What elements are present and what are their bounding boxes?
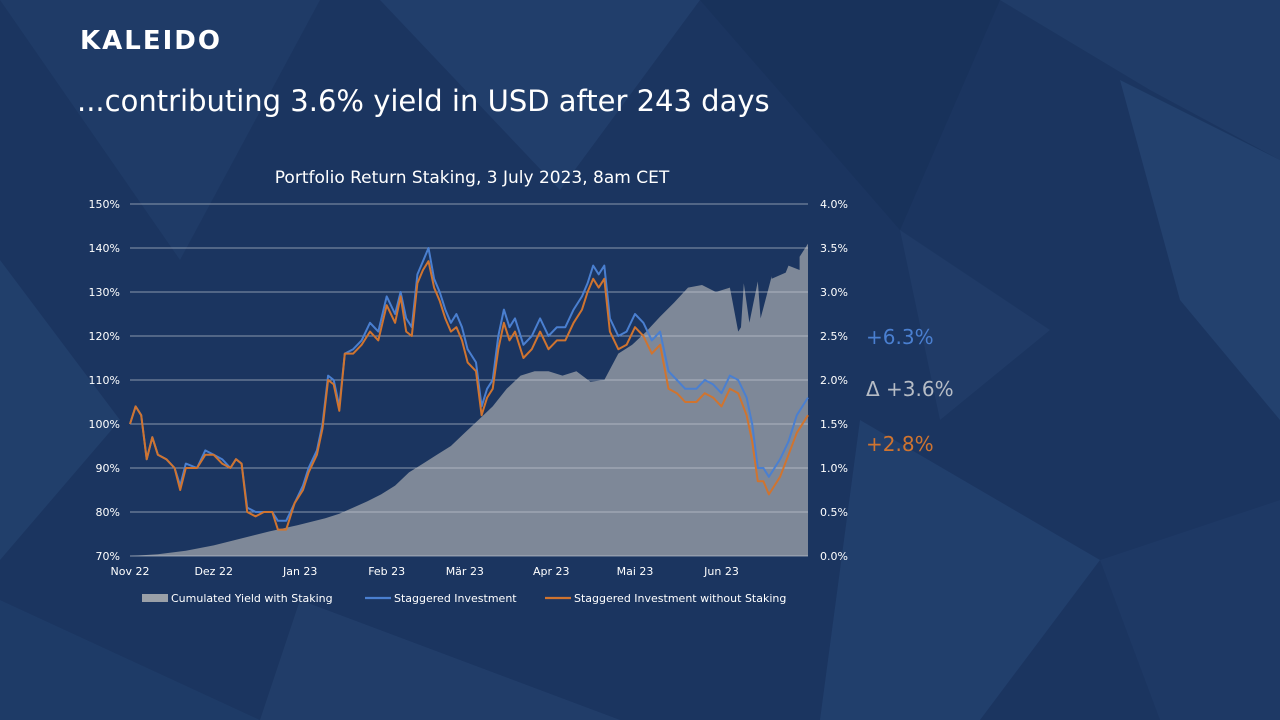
cumulated-yield-area: [130, 243, 808, 556]
y-right-tick-label: 0.5%: [820, 506, 848, 519]
legend-item-cumulated-yield: Cumulated Yield with Staking: [171, 592, 333, 605]
y-right-tick-label: 2.0%: [820, 374, 848, 387]
without-staking-return-callout: +2.8%: [866, 432, 934, 456]
y-left-tick-label: 80%: [96, 506, 120, 519]
slide-headline: ...contributing 3.6% yield in USD after …: [77, 84, 770, 118]
x-tick-label: Apr 23: [533, 565, 570, 578]
staggered-return-callout: +6.3%: [866, 325, 934, 349]
y-right-tick-label: 0.0%: [820, 550, 848, 563]
y-right-tick-label: 3.5%: [820, 242, 848, 255]
x-tick-label: Mai 23: [617, 565, 654, 578]
y-left-tick-label: 90%: [96, 462, 120, 475]
chart-title: Portfolio Return Staking, 3 July 2023, 8…: [275, 168, 670, 188]
delta-return-callout: Δ +3.6%: [866, 377, 954, 401]
y-right-tick-label: 1.5%: [820, 418, 848, 431]
x-tick-label: Nov 22: [111, 565, 150, 578]
y-left-tick-label: 100%: [89, 418, 120, 431]
y-left-tick-label: 120%: [89, 330, 120, 343]
y-left-tick-label: 130%: [89, 286, 120, 299]
y-left-tick-label: 70%: [96, 550, 120, 563]
legend-swatch-area: [142, 594, 168, 602]
staggered-without-staking-line: [129, 260, 809, 531]
y-right-tick-label: 2.5%: [820, 330, 848, 343]
y-left-tick-label: 150%: [89, 198, 120, 211]
kaleido-logo: KALEIDO: [80, 26, 222, 56]
x-tick-label: Dez 22: [194, 565, 233, 578]
y-right-tick-label: 3.0%: [820, 286, 848, 299]
x-tick-label: Mär 23: [446, 565, 484, 578]
x-tick-label: Feb 23: [368, 565, 405, 578]
y-right-tick-label: 1.0%: [820, 462, 848, 475]
y-left-tick-label: 110%: [89, 374, 120, 387]
y-left-tick-label: 140%: [89, 242, 120, 255]
y-right-tick-label: 4.0%: [820, 198, 848, 211]
legend-item-staggered: Staggered Investment: [394, 592, 517, 605]
x-tick-label: Jun 23: [703, 565, 739, 578]
x-tick-label: Jan 23: [282, 565, 317, 578]
legend-item-without-staking: Staggered Investment without Staking: [574, 592, 786, 605]
